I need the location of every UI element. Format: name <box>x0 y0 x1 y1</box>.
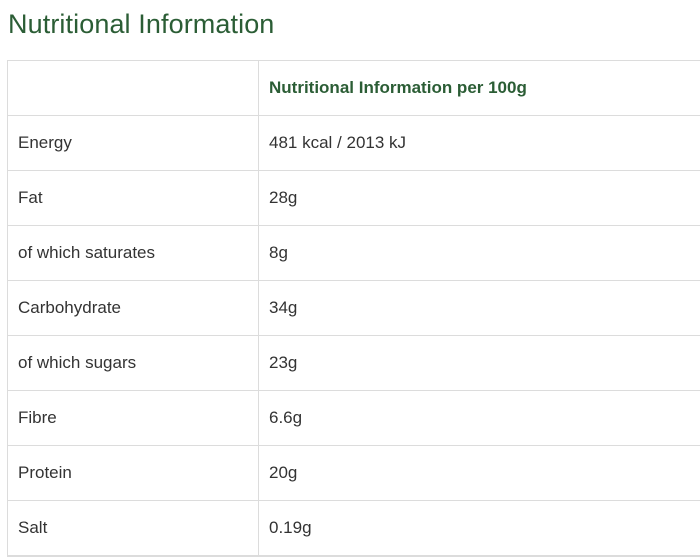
header-label-cell <box>7 60 259 116</box>
table-row: of which sugars 23g <box>7 335 700 391</box>
row-value: 20g <box>258 445 700 501</box>
row-value: 34g <box>258 280 700 336</box>
row-value: 0.19g <box>258 500 700 557</box>
row-label: of which sugars <box>7 335 259 391</box>
table-header-row: Nutritional Information per 100g <box>7 60 700 116</box>
row-value: 8g <box>258 225 700 281</box>
row-value: 6.6g <box>258 390 700 446</box>
table-row: of which saturates 8g <box>7 225 700 281</box>
row-label: Fat <box>7 170 259 226</box>
table-row: Carbohydrate 34g <box>7 280 700 336</box>
row-label: of which saturates <box>7 225 259 281</box>
row-label: Carbohydrate <box>7 280 259 336</box>
row-label: Energy <box>7 115 259 171</box>
row-value: 481 kcal / 2013 kJ <box>258 115 700 171</box>
header-per-100g: Nutritional Information per 100g <box>258 60 700 116</box>
table-row: Fat 28g <box>7 170 700 226</box>
nutrition-table: Nutritional Information per 100g Energy … <box>7 60 700 557</box>
table-row: Energy 481 kcal / 2013 kJ <box>7 115 700 171</box>
table-row: Protein 20g <box>7 445 700 501</box>
table-row: Fibre 6.6g <box>7 390 700 446</box>
row-label: Salt <box>7 500 259 557</box>
page-title: Nutritional Information <box>8 9 275 39</box>
row-label: Fibre <box>7 390 259 446</box>
row-value: 28g <box>258 170 700 226</box>
table-row: Salt 0.19g <box>7 500 700 557</box>
row-value: 23g <box>258 335 700 391</box>
row-label: Protein <box>7 445 259 501</box>
